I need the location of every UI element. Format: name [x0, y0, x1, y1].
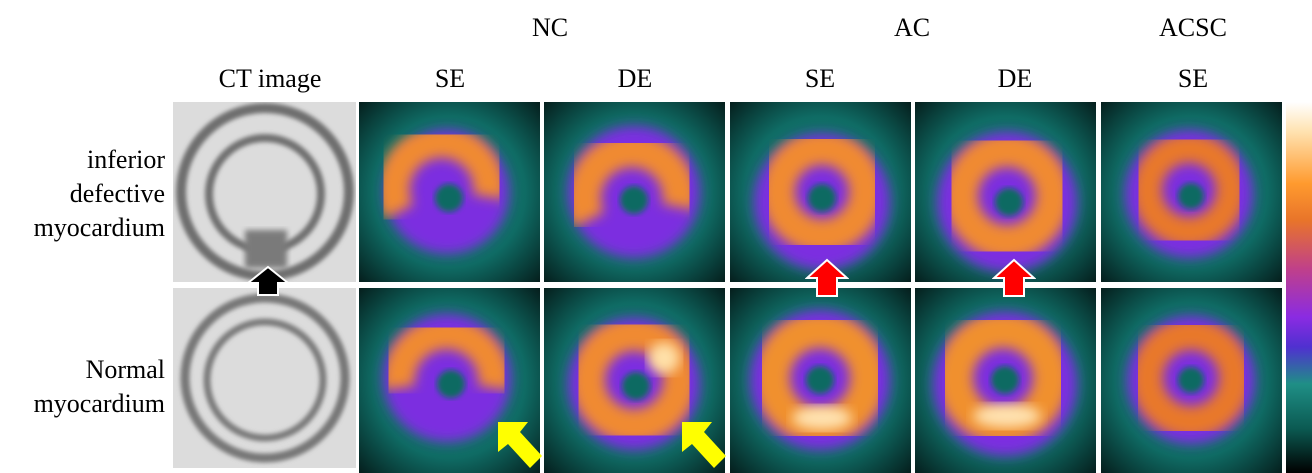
spect-panel-normal-ac-de	[915, 288, 1096, 473]
spect-panel-normal-ac-se	[730, 288, 911, 473]
spect-panel-defective-ac-se	[730, 102, 911, 282]
black-up-arrow-icon	[246, 265, 290, 296]
ct-panel-normal	[173, 288, 356, 468]
header-ct-image: CT image	[218, 64, 322, 93]
row-label-defective: inferior defective myocardium	[0, 143, 165, 245]
row-label-line: inferior	[87, 145, 165, 174]
spect-panel-defective-nc-se	[359, 102, 540, 282]
yellow-diagonal-arrow-icon	[498, 422, 542, 468]
header-nc-de: DE	[617, 64, 653, 93]
header-nc-se: SE	[434, 64, 466, 93]
header-ac-de: DE	[997, 64, 1033, 93]
color-scale-bar	[1286, 102, 1312, 473]
red-up-arrow-icon	[805, 258, 849, 297]
header-ac-se: SE	[804, 64, 836, 93]
red-up-arrow-icon	[992, 258, 1036, 297]
header-nc: NC	[531, 13, 569, 42]
header-ac: AC	[893, 13, 931, 42]
spect-panel-defective-ac-de	[915, 102, 1096, 282]
spect-panel-normal-nc-de	[544, 288, 725, 473]
spect-panel-normal-nc-se	[359, 288, 540, 473]
row-label-line: myocardium	[33, 213, 165, 242]
spect-panel-normal-acsc-se	[1101, 288, 1282, 473]
header-acsc-se: SE	[1177, 64, 1209, 93]
row-label-line: defective	[69, 179, 165, 208]
yellow-diagonal-arrow-icon	[682, 422, 726, 468]
row-label-normal: Normal myocardium	[0, 353, 165, 421]
header-acsc: ACSC	[1159, 13, 1227, 42]
row-label-line: myocardium	[33, 389, 165, 418]
spect-panel-defective-acsc-se	[1101, 102, 1282, 282]
ct-panel-defective	[173, 102, 356, 282]
row-label-line: Normal	[85, 355, 165, 384]
spect-panel-defective-nc-de	[544, 102, 725, 282]
